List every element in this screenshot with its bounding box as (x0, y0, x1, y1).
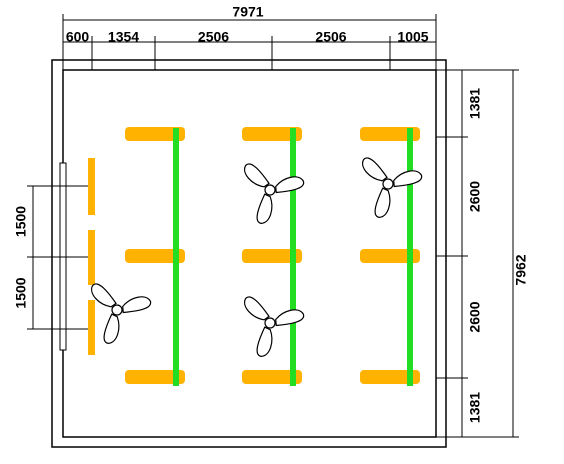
light-bar (360, 249, 420, 263)
fan-blade (244, 163, 270, 188)
fan-blade (393, 170, 423, 188)
fan (244, 163, 305, 224)
light-bar (88, 158, 95, 215)
right-dimension-label: 2600 (467, 181, 483, 212)
pipe (290, 128, 296, 386)
top-dimension-label: 600 (66, 29, 90, 45)
top-dimension-label: 1005 (397, 29, 428, 45)
left-dimension-label: 1500 (13, 277, 29, 308)
fan (244, 296, 305, 357)
light-bar (360, 370, 420, 384)
fan-blade (103, 313, 120, 344)
top-total-label: 7971 (232, 4, 263, 20)
pipe (407, 128, 413, 386)
light-bar (242, 127, 302, 141)
fan-blade (256, 326, 273, 357)
top-dimension-label: 2506 (198, 29, 229, 45)
right-dimension-label: 1381 (467, 88, 483, 119)
light-bar (360, 127, 420, 141)
top-dimension-label: 2506 (315, 29, 346, 45)
light-bar (125, 249, 185, 263)
fan-blade (275, 176, 305, 194)
light-bar (242, 249, 302, 263)
fan-blade (244, 296, 270, 321)
fan-blade (374, 187, 391, 218)
light-bar (242, 370, 302, 384)
fan (362, 157, 423, 218)
pipe (173, 128, 179, 386)
fan-blade (362, 157, 388, 182)
fan-blade (275, 309, 305, 327)
left-dimension-label: 1500 (13, 206, 29, 237)
light-bar (125, 370, 185, 384)
light-bar (88, 230, 95, 285)
fan-blade (256, 193, 273, 224)
right-total-label: 7962 (513, 254, 529, 285)
light-bar (125, 127, 185, 141)
fan-hub (382, 178, 394, 190)
fan-blade (91, 283, 117, 308)
outer-wall (51, 59, 447, 448)
fan-hub (264, 184, 276, 196)
right-dimension-label: 1381 (467, 392, 483, 423)
right-dimension-label: 2600 (467, 301, 483, 332)
fan-blade (122, 296, 152, 314)
top-dimension-label: 1354 (108, 29, 139, 45)
light-bar (88, 300, 95, 355)
drawing: 600 1354 2506 2506 1005 1381 2600 2600 1381 1500 1… (13, 14, 519, 438)
fan-hub (111, 304, 123, 316)
fan-hub (264, 317, 276, 329)
fan (91, 283, 152, 344)
